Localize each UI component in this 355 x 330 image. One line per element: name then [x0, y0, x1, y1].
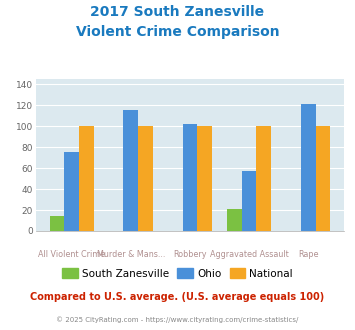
Bar [316, 126, 330, 231]
Bar [182, 124, 197, 231]
Bar [124, 110, 138, 231]
Text: © 2025 CityRating.com - https://www.cityrating.com/crime-statistics/: © 2025 CityRating.com - https://www.city… [56, 317, 299, 323]
Bar [64, 152, 79, 231]
Bar [301, 104, 316, 231]
Legend: South Zanesville, Ohio, National: South Zanesville, Ohio, National [58, 264, 297, 283]
Bar [227, 209, 242, 231]
Text: Compared to U.S. average. (U.S. average equals 100): Compared to U.S. average. (U.S. average … [31, 292, 324, 302]
Text: 2017 South Zanesville: 2017 South Zanesville [91, 5, 264, 19]
Text: All Violent Crime: All Violent Crime [38, 250, 105, 259]
Text: Murder & Mans...: Murder & Mans... [97, 250, 165, 259]
Bar [138, 126, 153, 231]
Text: Robbery: Robbery [173, 250, 207, 259]
Bar [79, 126, 94, 231]
Bar [256, 126, 271, 231]
Bar [197, 126, 212, 231]
Text: Violent Crime Comparison: Violent Crime Comparison [76, 25, 279, 39]
Bar [50, 216, 64, 231]
Bar [242, 171, 256, 231]
Text: Rape: Rape [298, 250, 318, 259]
Text: Aggravated Assault: Aggravated Assault [210, 250, 288, 259]
